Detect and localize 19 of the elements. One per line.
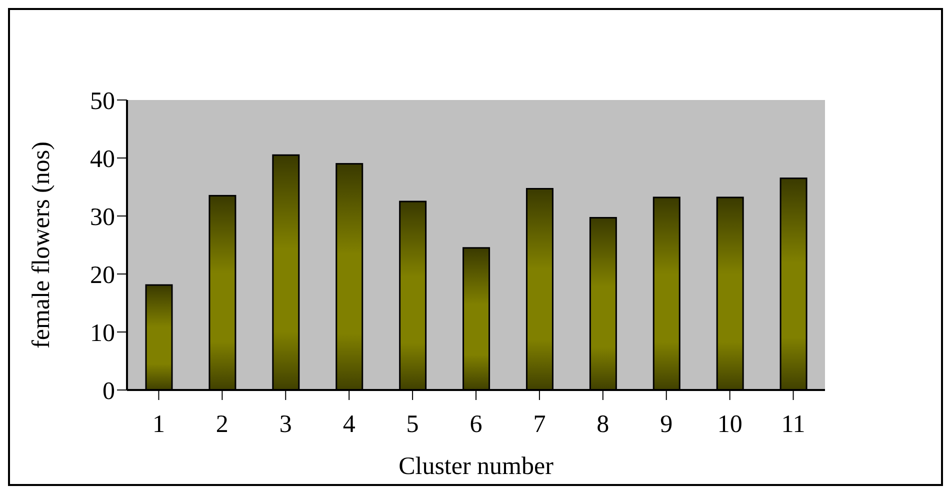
y-tick-label: 0: [102, 378, 115, 405]
y-tick-label: 10: [90, 320, 115, 347]
x-tick-label: 6: [470, 410, 482, 438]
x-tick-label: 9: [660, 410, 673, 438]
x-tick-label: 4: [342, 410, 356, 438]
x-tick-label: 11: [781, 410, 806, 438]
x-axis-title: Cluster number: [398, 453, 554, 480]
x-tick-label: 8: [596, 410, 610, 438]
y-tick-label: 40: [90, 146, 115, 173]
x-tick-label: 2: [216, 410, 228, 438]
y-tick-label: 50: [90, 88, 115, 115]
y-tick-label: 30: [90, 204, 115, 231]
x-tick-label: 7: [533, 410, 546, 438]
y-tick-label: 20: [90, 262, 115, 289]
x-tick-label: 1: [152, 410, 165, 438]
y-axis-title: female flowers (nos): [28, 142, 55, 348]
x-tick-label: 5: [406, 410, 419, 438]
x-tick-label: 10: [717, 410, 742, 438]
x-tick-label: 3: [279, 410, 292, 438]
